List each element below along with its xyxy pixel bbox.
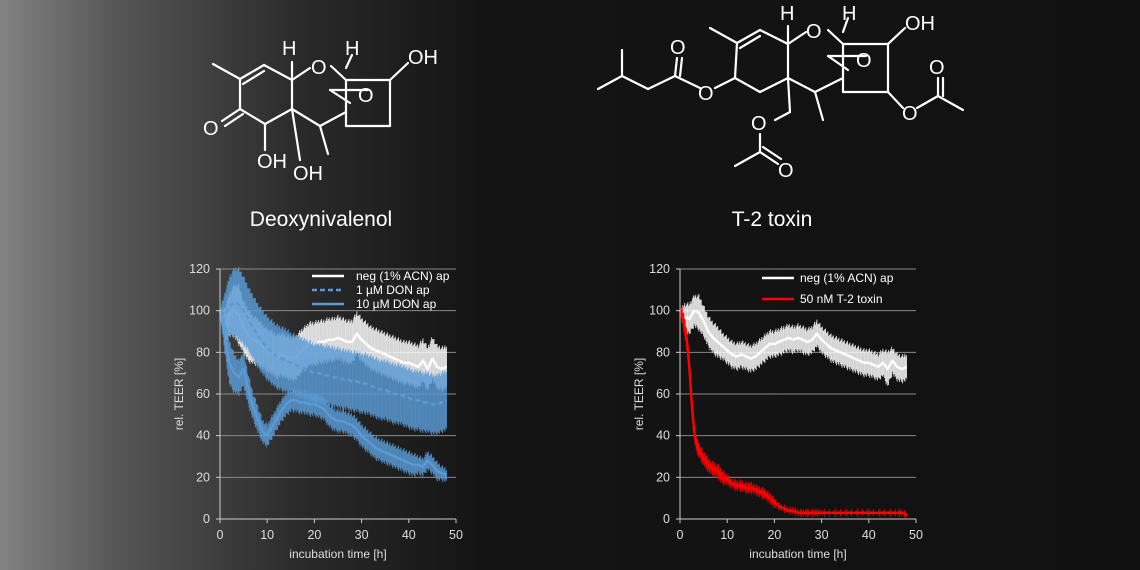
series-0: [679, 293, 908, 386]
svg-text:H: H: [780, 3, 794, 25]
x-tick-label: 10: [260, 528, 274, 542]
x-tick-label: 30: [815, 528, 829, 542]
legend-label: 1 µM DON ap: [356, 283, 430, 297]
x-tick-label: 20: [767, 528, 781, 542]
x-tick-label: 0: [217, 528, 224, 542]
x-tick-label: 50: [909, 528, 923, 542]
svg-text:O: O: [902, 103, 918, 125]
svg-text:O: O: [670, 37, 686, 59]
y-tick-label: 60: [656, 387, 670, 401]
svg-text:O: O: [358, 85, 374, 107]
chart1-axes: 0 20 40 60 80 100 120 0 10 20 30 40 50: [189, 262, 463, 542]
y-tick-label: 80: [656, 345, 670, 359]
svg-text:OH: OH: [905, 13, 935, 35]
chart2-legend: neg (1% ACN) ap 50 nM T-2 toxin: [762, 271, 894, 306]
series-line: [678, 310, 908, 516]
legend-label: 50 nM T-2 toxin: [800, 292, 883, 306]
svg-text:O: O: [311, 57, 327, 79]
svg-text:O: O: [856, 50, 872, 72]
svg-text:OH: OH: [293, 163, 323, 185]
y-tick-label: 0: [203, 512, 210, 526]
chart2-grid: [680, 268, 916, 478]
t2-toxin-label: T-2 toxin: [731, 208, 813, 231]
chart2-ylabel: rel. TEER [%]: [632, 358, 646, 430]
series-line: [219, 301, 448, 406]
svg-text:O: O: [806, 21, 822, 43]
x-tick-label: 20: [307, 528, 321, 542]
legend-label: neg (1% ACN) ap: [800, 271, 894, 285]
x-tick-label: 0: [677, 528, 684, 542]
deoxynivalenol-atoms: H O H OH O O OH OH: [203, 38, 438, 185]
svg-text:H: H: [345, 38, 359, 60]
y-tick-label: 60: [196, 387, 210, 401]
svg-text:H: H: [282, 38, 296, 60]
x-tick-label: 40: [862, 528, 876, 542]
x-tick-label: 50: [449, 528, 463, 542]
chart2-axes: 0 20 40 60 80 100 120 0 10 20 30 40 50: [649, 262, 923, 542]
legend-label: 10 µM DON ap: [356, 297, 437, 311]
y-tick-label: 80: [196, 345, 210, 359]
series-1: [678, 307, 908, 519]
legend-label: neg (1% ACN) ap: [356, 269, 450, 283]
series-0: [218, 283, 448, 392]
chart1-ylabel: rel. TEER [%]: [172, 358, 186, 430]
series-line: [218, 310, 448, 477]
y-tick-label: 100: [189, 304, 210, 318]
y-tick-label: 100: [649, 304, 670, 318]
series-line: [679, 309, 908, 371]
svg-text:OH: OH: [408, 47, 438, 69]
svg-text:H: H: [842, 3, 856, 25]
svg-text:O: O: [929, 57, 945, 79]
y-tick-label: 120: [189, 262, 210, 276]
series-1: [219, 266, 448, 436]
y-tick-label: 20: [196, 470, 210, 484]
svg-text:O: O: [751, 113, 767, 135]
deoxynivalenol-label: Deoxynivalenol: [249, 208, 393, 231]
chart1-grid: [220, 268, 456, 478]
svg-text:O: O: [698, 83, 714, 105]
x-tick-label: 30: [355, 528, 369, 542]
chart2-xlabel: incubation time [h]: [749, 547, 846, 561]
chart2-series: [678, 293, 908, 519]
y-tick-label: 20: [656, 470, 670, 484]
x-tick-label: 10: [720, 528, 734, 542]
y-tick-label: 0: [663, 512, 670, 526]
svg-text:OH: OH: [257, 151, 287, 173]
y-tick-label: 40: [656, 429, 670, 443]
t2-toxin-atoms: H O H OH O O O O O O O: [670, 3, 945, 182]
svg-text:O: O: [778, 160, 794, 182]
series-line: [218, 309, 448, 371]
y-tick-label: 120: [649, 262, 670, 276]
svg-text:O: O: [203, 118, 219, 140]
series-2: [218, 310, 448, 483]
chart1-xlabel: incubation time [h]: [289, 547, 386, 561]
y-tick-label: 40: [196, 429, 210, 443]
chart1-series: [218, 266, 448, 483]
x-tick-label: 40: [402, 528, 416, 542]
